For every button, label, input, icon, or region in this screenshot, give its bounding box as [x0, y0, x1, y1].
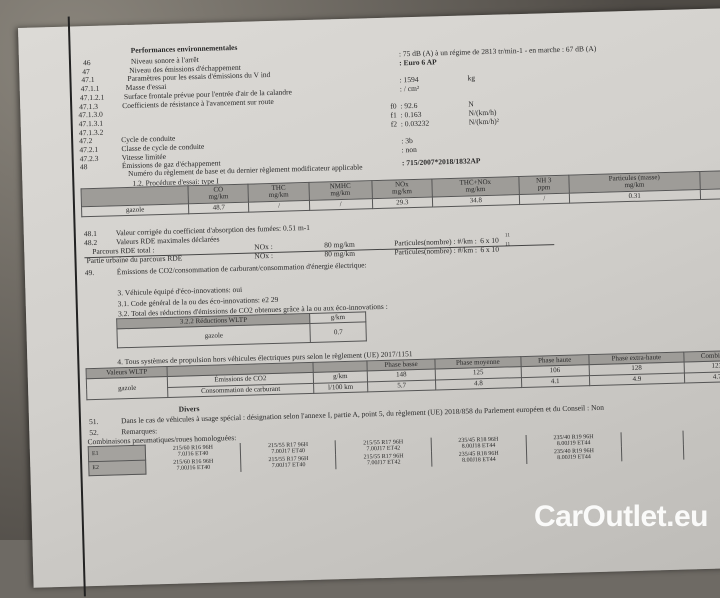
- cell-value: 29.3: [372, 196, 433, 209]
- rim-size: 7.00J16 ET40: [176, 465, 211, 473]
- item-unit: N: [468, 99, 474, 109]
- eco-row-val: 0.7: [310, 322, 367, 343]
- item-num: 47.1.2.1: [79, 92, 105, 103]
- divers-title: Divers: [178, 404, 200, 414]
- cell-value: 0.31: [569, 189, 701, 204]
- column-header: NOx mg/km: [371, 179, 433, 199]
- rde-nox: NOx :: [254, 241, 273, 252]
- item-label: Paramètres pour les essais d'émissions d…: [127, 70, 271, 84]
- item-value: : 3b: [401, 136, 413, 146]
- watermark-logo: CarOutlet.eu: [533, 500, 709, 533]
- coef-key: f0: [390, 101, 397, 111]
- tyre-cell: 235/45 R18 96H 8.00J18 ET44: [431, 449, 527, 467]
- item-num: 47.2: [79, 136, 93, 146]
- cell-value: 48.7: [188, 201, 250, 214]
- regulation-value: : 715/2007*2018/1832AP: [401, 156, 481, 168]
- header-unit: mg/km: [465, 185, 486, 194]
- item-value: : 1594: [399, 74, 419, 85]
- s48-2-text: Valeurs RDE maximales déclarées: [115, 234, 220, 247]
- row-label: gazole: [81, 203, 189, 217]
- rim-size: 8.00J18 ET44: [461, 457, 496, 465]
- empty-cell: [682, 428, 720, 445]
- column-header: Particules (nombre)#/km: [699, 167, 720, 190]
- tyre-cell: 215/55 R17 96H 7.00J17 ET42: [335, 451, 432, 469]
- s49-text: Émissions de CO2/consommation de carbura…: [116, 260, 367, 277]
- metric-value: 4.8: [435, 377, 522, 391]
- s52-num: 52.: [89, 427, 99, 438]
- column-header: NH 3 ppm: [518, 175, 570, 195]
- rim-size: 7.00J17 ET42: [366, 459, 401, 467]
- header-unit: ppm: [537, 183, 551, 192]
- item-value: : / cm²: [399, 83, 420, 94]
- column-header: CO mg/km: [187, 184, 249, 204]
- header-unit: mg/km: [392, 187, 413, 196]
- tyre-cell: 215/55 R17 96H 7.00J17 ET40: [240, 454, 337, 472]
- rde-nox-value: 80 mg/km: [324, 239, 355, 250]
- item-num: 47.2.1: [79, 144, 99, 155]
- s48-2-num: 48.2: [83, 237, 98, 248]
- tyre-row-label: E1: [88, 445, 146, 462]
- metric-value: 4.7: [684, 370, 720, 384]
- item-value: : non: [401, 144, 417, 155]
- item-unit: N/(km/h): [468, 107, 497, 118]
- rim-size: 8.00J19 ET44: [557, 454, 592, 462]
- column-header: THC mg/km: [248, 182, 310, 202]
- item-unit: N/(km/h)²: [468, 116, 500, 127]
- s49-num: 49.: [84, 267, 95, 278]
- item-num: 48: [79, 162, 88, 172]
- tyre-cell: 215/60 R16 96H 7.00J16 ET40: [145, 457, 242, 475]
- cell-value: 34.8: [432, 194, 520, 208]
- section-title: Performances environnementales: [130, 42, 238, 55]
- item-value: : 0.163: [400, 109, 422, 120]
- rde-pn-value: 6 x 10: [479, 235, 499, 246]
- eco-table: 3.2.2 Réductions WLTP g/km gazole 0.7: [116, 311, 367, 349]
- header-name: Particules (nombre): [703, 169, 720, 180]
- header-unit: mg/km: [268, 190, 289, 200]
- item-value: : Euro 6 AP: [398, 57, 437, 68]
- item-num: 47.1: [81, 75, 95, 85]
- header-unit: mg/km: [330, 189, 351, 198]
- rim-size: 7.00J17 ET40: [271, 462, 306, 470]
- metric-unit: l/100 km: [313, 381, 368, 394]
- cell-value: /: [309, 198, 373, 211]
- wltp-fuel: gazole: [86, 376, 168, 400]
- s48-1-num: 48.1: [83, 228, 98, 239]
- item-num: 47.1.1: [80, 83, 100, 94]
- cell-value: /: [248, 200, 310, 213]
- item-value: : 75 dB (A) à un régime de 2813 tr/min-1…: [398, 43, 597, 59]
- tyre-row-label: E2: [88, 459, 147, 476]
- metric-value: 5.7: [367, 379, 436, 392]
- item-num: 47: [82, 66, 90, 76]
- item-num: 47.1.3.2: [78, 127, 104, 137]
- eco-row-label: gazole: [116, 323, 311, 349]
- item-num: 47.1.3.1: [78, 118, 104, 129]
- metric-value: 4.9: [589, 372, 685, 386]
- eco-3: 3. Véhicule équipé d'éco-innovations: ou…: [117, 284, 243, 298]
- item-value: : 92.6: [400, 101, 418, 111]
- coef-key: f1: [390, 110, 397, 120]
- item-value: : 0.03232: [400, 118, 430, 128]
- item-num: 47.2.3: [79, 153, 99, 164]
- item-num: 46: [82, 57, 91, 68]
- item-unit: kg: [467, 73, 476, 83]
- metric-value: 4.1: [521, 375, 590, 388]
- s51-num: 51.: [88, 416, 99, 427]
- rde-pn-exponent: 11: [504, 233, 510, 239]
- empty-cell: [683, 442, 720, 460]
- header-unit: mg/km: [208, 192, 229, 202]
- cell-value: /: [519, 192, 570, 205]
- empty-cell: [621, 444, 684, 461]
- tyre-cell: 235/40 R19 96H 8.00J19 ET44: [526, 446, 622, 464]
- column-header: NMHC mg/km: [308, 180, 373, 201]
- coef-key: f2: [390, 119, 398, 129]
